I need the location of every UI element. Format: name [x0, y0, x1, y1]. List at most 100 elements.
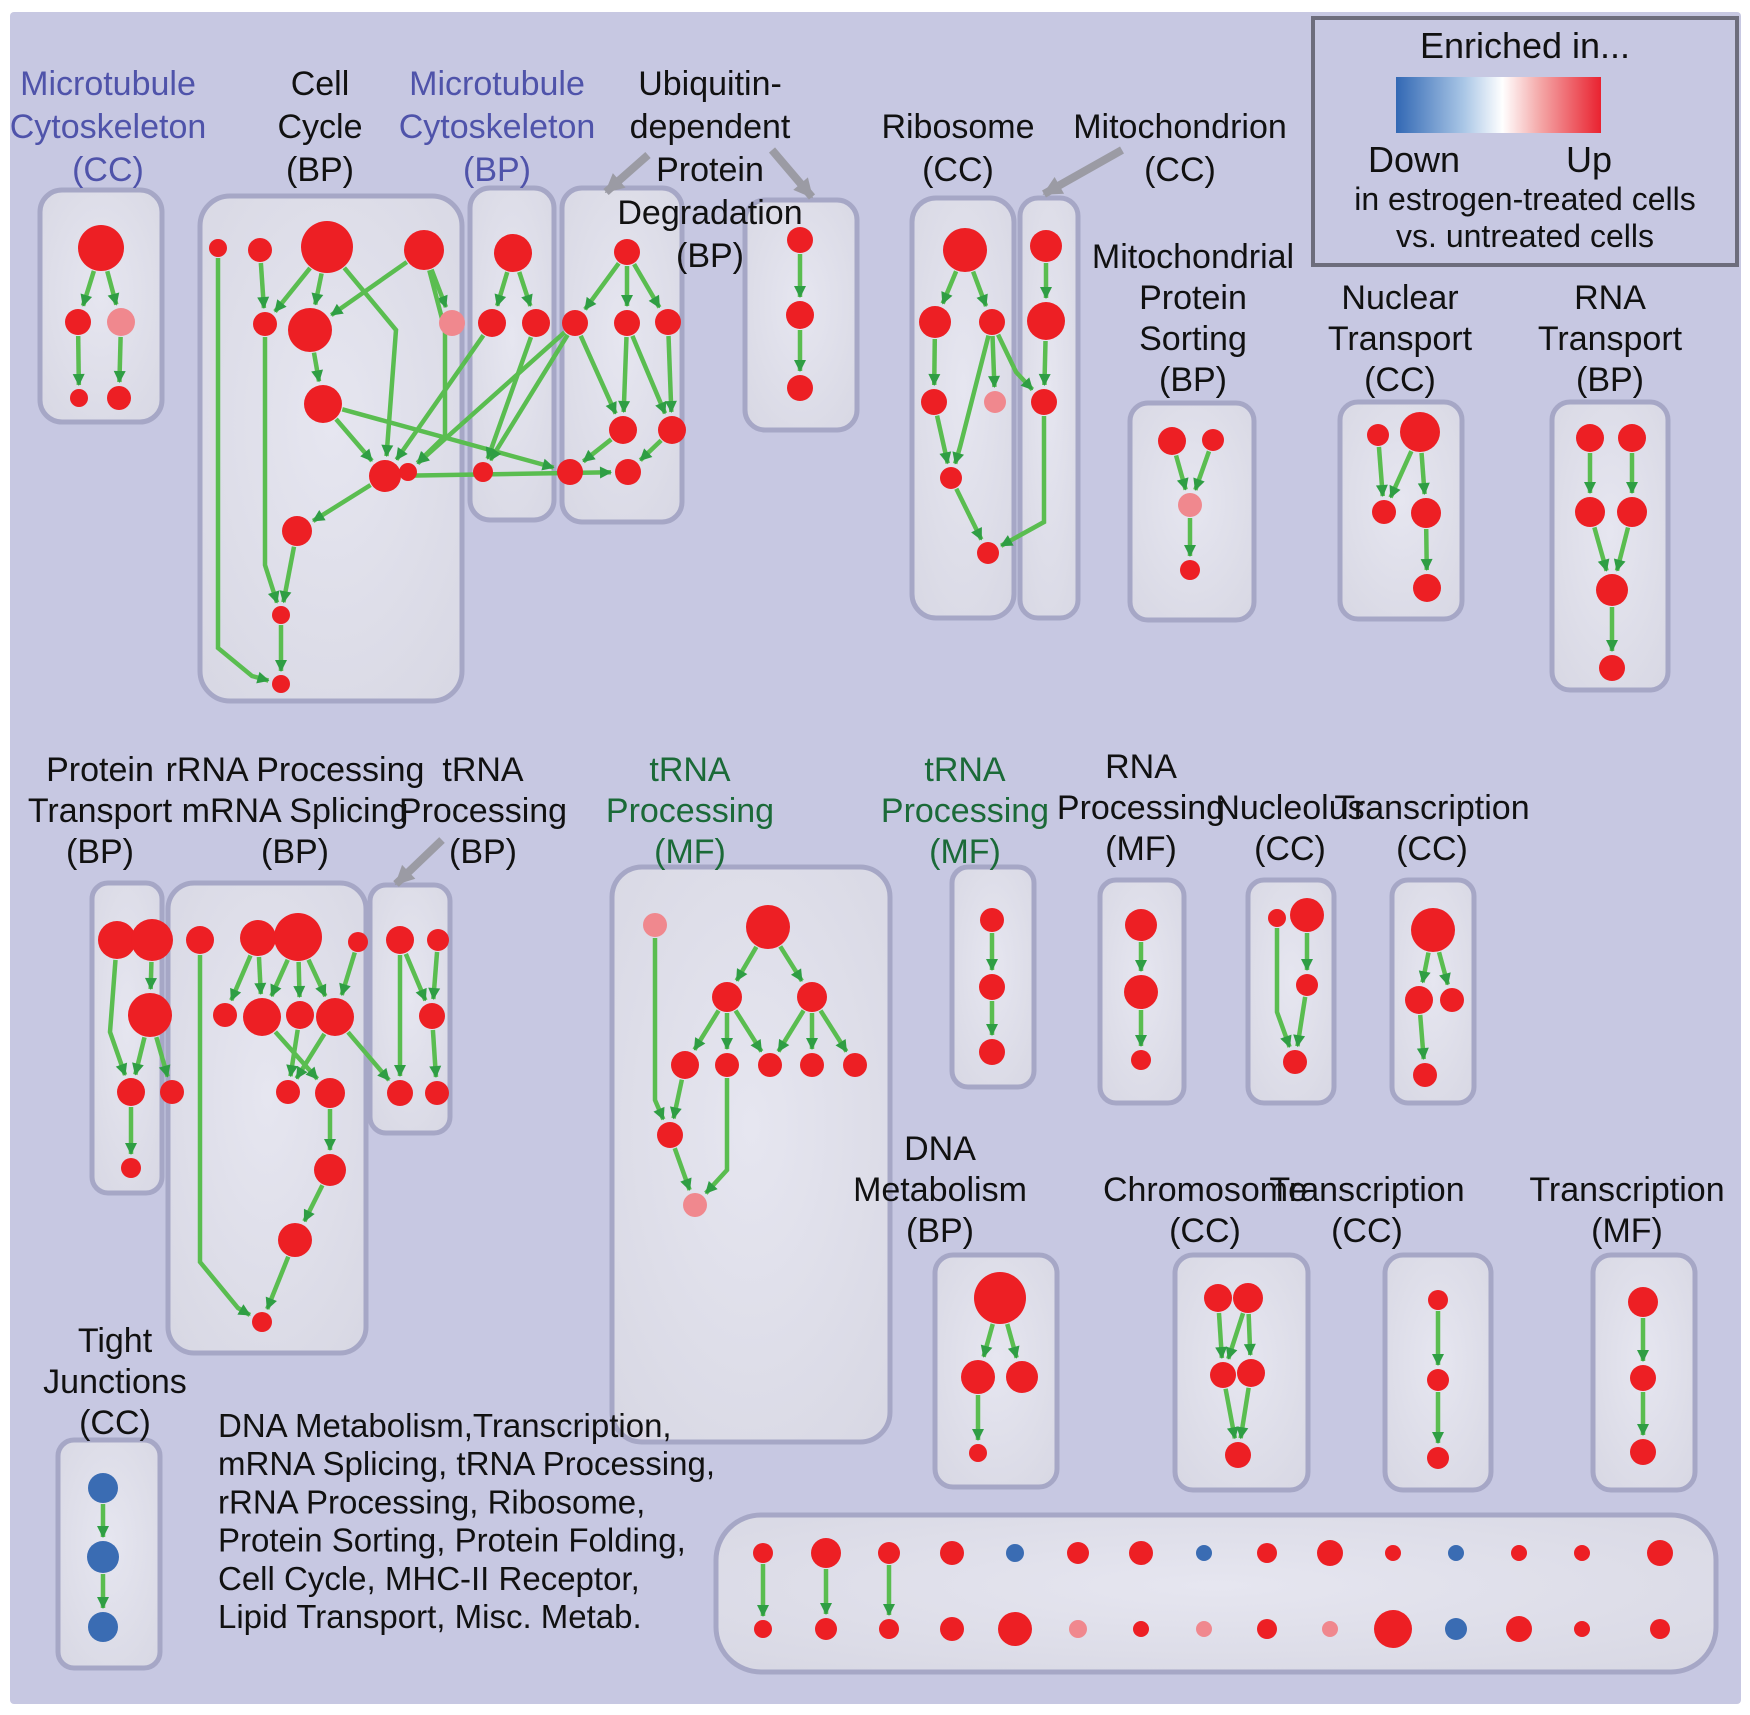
label-transcription-cc-row3-line-2: (CC): [1331, 1212, 1403, 1250]
node-u3: [614, 310, 640, 336]
node-q4: [1411, 498, 1441, 528]
node-t2: [1027, 302, 1065, 340]
edge-g8-g9: [294, 1032, 327, 1080]
label-mitochondrial-protein-sorting-bp-line-4: (BP): [1159, 361, 1227, 399]
matrix-dot-bottom-8: [1257, 1619, 1277, 1639]
node-u8: [615, 459, 641, 485]
edge-p2-p3: [1193, 450, 1212, 491]
node-r3: [979, 309, 1005, 335]
edge-a1-a2: [80, 270, 97, 307]
label-trna-processing-bp-line-2: Processing: [399, 792, 567, 830]
edge-r1-r2: [940, 270, 959, 305]
label-rna-processing-mf-line-3: (MF): [1105, 830, 1177, 868]
node-p3: [1178, 493, 1202, 517]
box-misc-clusters: [713, 1512, 1719, 1675]
box-ribosome: [909, 195, 1017, 621]
label-trna-processing-bp-line-3: (BP): [449, 833, 517, 871]
edge-c1-c12: [215, 258, 270, 684]
label-chromosome-cc-line-1: Chromosome: [1103, 1171, 1307, 1209]
node-a1: [78, 225, 124, 271]
edge-h3-h5: [692, 1009, 721, 1051]
edge-z1-z3: [1436, 951, 1451, 986]
label-microtubule-cytoskeleton-bp-line-3: (BP): [463, 151, 531, 189]
annotation-arrows-layer: [393, 146, 1124, 887]
edge-q1-q3: [1375, 446, 1388, 498]
matrix-dot-bottom-14: [1650, 1619, 1670, 1639]
edge-j3-j5: [429, 1029, 442, 1079]
node-r2: [919, 306, 951, 338]
node-h1: [643, 913, 667, 937]
label-trna-processing-mf-2-line-2: Processing: [881, 792, 1049, 830]
edge-c9-c10: [311, 483, 372, 523]
node-tj1: [88, 1473, 118, 1503]
edge-g3-g7: [293, 961, 306, 999]
edge-u3-u6: [630, 335, 668, 415]
node-s4: [1617, 497, 1647, 527]
matrix-dot-bottom-13: [1574, 1621, 1590, 1637]
label-trna-processing-mf-1-line-1: tRNA: [649, 751, 731, 789]
node-u5: [609, 416, 637, 444]
edge-m2-c9: [394, 334, 486, 461]
edge-c3-c9: [342, 266, 399, 458]
edge-m1-m2: [494, 271, 510, 307]
node-g7: [286, 1001, 314, 1029]
edge-h5-h10: [670, 1079, 685, 1120]
node-a5: [107, 386, 131, 410]
label-protein-transport-bp-line-2: Transport: [28, 792, 173, 830]
misc-clusters-note-line-1: DNA Metabolism,Transcription,: [218, 1407, 672, 1444]
matrix-dot-bottom-6: [1133, 1621, 1149, 1637]
edge-z1-z2: [1418, 952, 1431, 984]
edge-e4-e5: [1236, 1387, 1251, 1440]
edge-c8-c9: [334, 417, 374, 463]
edge-w3-gF: [154, 1036, 171, 1078]
edge-s3-s5: [1592, 526, 1610, 572]
label-trna-processing-mf-1-line-2: Processing: [606, 792, 774, 830]
matrix-dot-top-3: [940, 1541, 964, 1565]
label-trna-processing-bp-line-1: tRNA: [442, 751, 524, 789]
label-trna-processing-mf-2-line-3: (MF): [929, 833, 1001, 871]
edge-r4-r6: [934, 415, 952, 465]
edge-g11-g12: [302, 1184, 325, 1223]
node-w5: [121, 1158, 141, 1178]
node-tj3: [88, 1612, 118, 1642]
edge-h4-h9: [818, 1009, 849, 1053]
edge-h1-h10: [652, 938, 666, 1121]
node-y2: [1290, 898, 1324, 932]
node-a3: [107, 308, 135, 336]
node-h2: [746, 905, 790, 949]
node-q3: [1372, 500, 1396, 524]
edge-c5-c11: [262, 337, 280, 604]
node-u1: [614, 239, 640, 265]
edge-r3-t3: [996, 333, 1035, 392]
node-z1: [1411, 908, 1455, 952]
edge-g1-g13: [197, 955, 252, 1317]
node-g10: [315, 1078, 345, 1108]
edge-c3-c6: [311, 272, 324, 306]
node-z3: [1440, 988, 1464, 1012]
matrix-dot-bottom-2: [879, 1619, 899, 1639]
edge-u2-m4: [488, 333, 570, 462]
node-m3: [522, 309, 550, 337]
node-v2: [786, 301, 814, 329]
label-nuclear-transport-cc-line-2: Transport: [1328, 320, 1473, 358]
matrix-dot-top-1: [811, 1538, 841, 1568]
label-transcription-mf-line-1: Transcription: [1529, 1171, 1724, 1209]
edge-q2-q3: [1388, 450, 1414, 499]
label-rna-transport-bp-line-1: RNA: [1574, 279, 1646, 317]
node-c10: [282, 516, 312, 546]
node-y3: [1296, 974, 1318, 996]
matrix-dot-top-14: [1647, 1540, 1673, 1566]
node-d4: [969, 1444, 987, 1462]
node-j1: [386, 926, 414, 954]
node-h8: [800, 1053, 824, 1077]
node-q5: [1413, 574, 1441, 602]
node-x3: [1131, 1050, 1151, 1070]
label-tight-junctions-cc-line-3: (CC): [79, 1404, 151, 1442]
edge-y3-y4: [1293, 996, 1308, 1048]
legend-box: [1311, 16, 1739, 267]
nodes-layer: [65, 221, 1658, 1642]
node-s5: [1596, 574, 1628, 606]
edges-layer: [72, 254, 1649, 1609]
